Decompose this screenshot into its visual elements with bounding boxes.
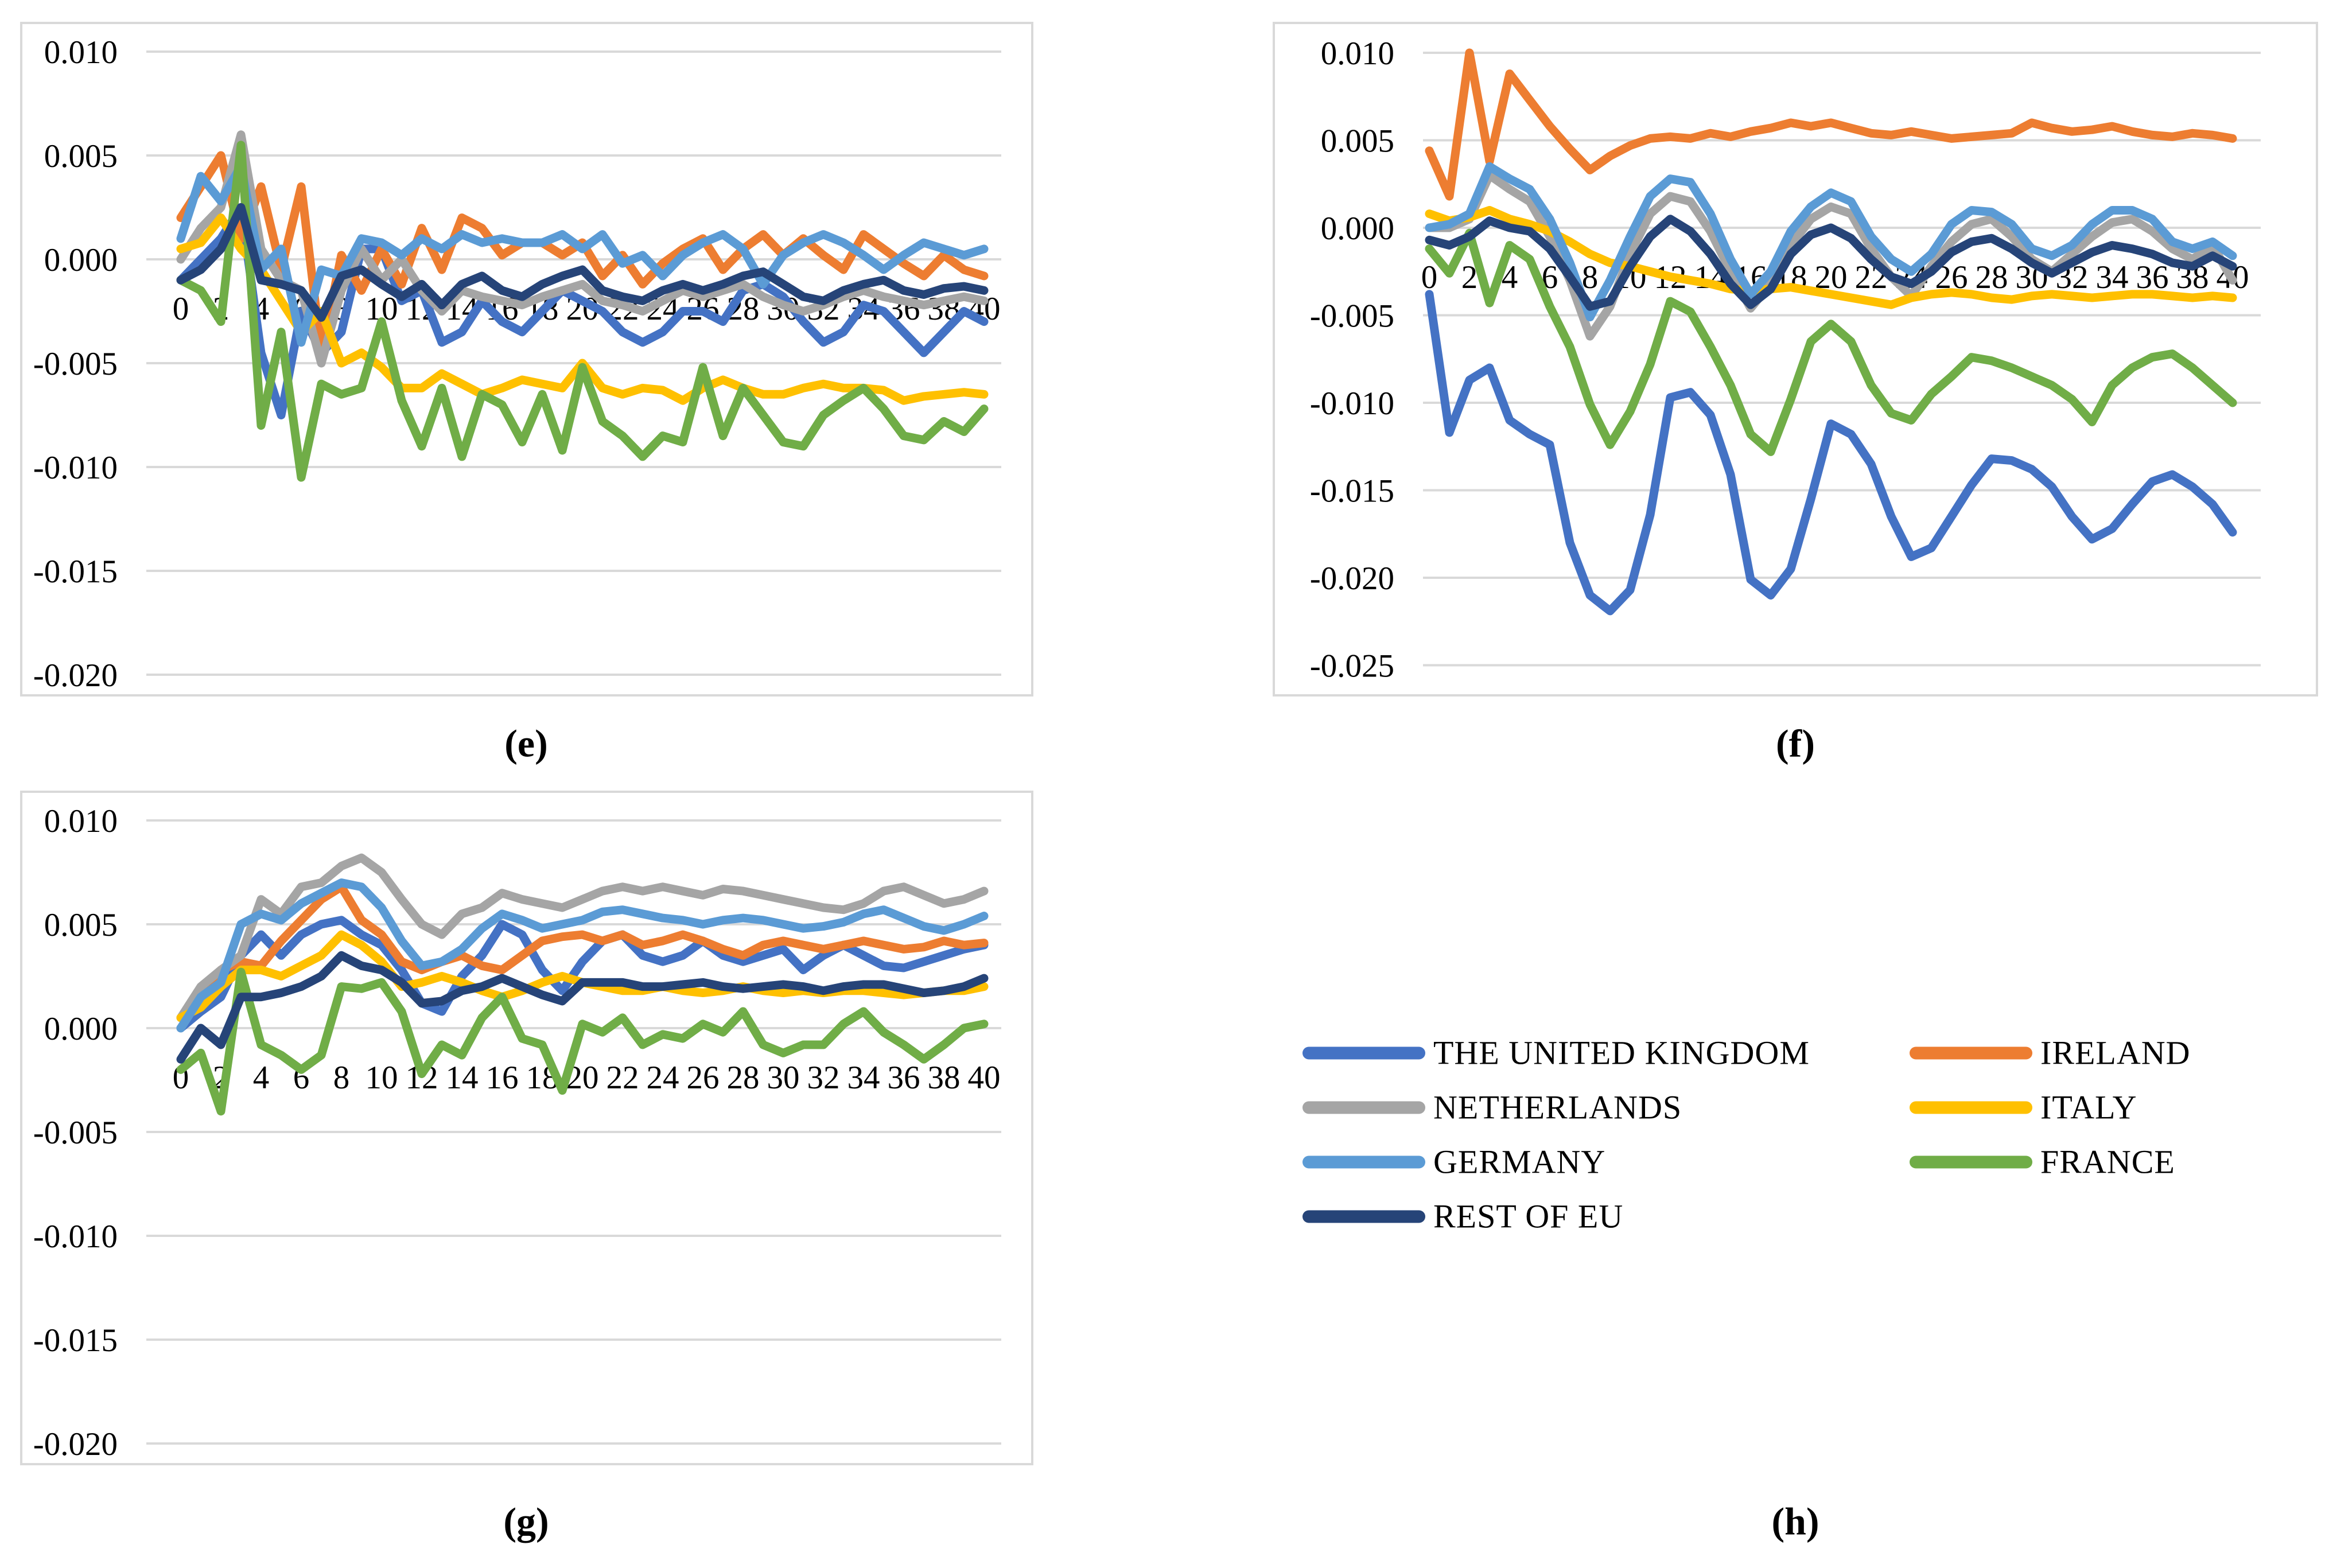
legend-swatch-icon [1302, 1101, 1425, 1114]
x-axis-tick-label: 34 [2096, 259, 2129, 295]
x-axis-tick-label: 28 [1976, 259, 2008, 295]
legend-label: IRELAND [2040, 1034, 2191, 1072]
y-axis-tick-label: -0.015 [1310, 473, 1394, 509]
series-line-rest-of-eu [176, 203, 989, 322]
chart-svg-f: 0.010 0.005 0.000 -0.005 -0.010 -0.015 -0.020 -… [1310, 36, 2261, 684]
y-axis-tick-label: 0.010 [44, 803, 118, 839]
chart-panel-e: 0.010 0.005 0.000 -0.005 -0.010 -0.015 -0.020 0… [20, 22, 1033, 697]
series-line-france [1425, 228, 2237, 456]
legend-item-germany: GERMANY [1302, 1143, 1605, 1181]
legend-item-ireland: IRELAND [1910, 1034, 2191, 1072]
series-line-ireland [1425, 48, 2237, 201]
x-axis-tick-label: 10 [366, 1060, 398, 1096]
series-line-rest-of-eu [1425, 215, 2237, 311]
legend-swatch-icon [1302, 1046, 1425, 1059]
legend-swatch-icon [1910, 1101, 2032, 1114]
x-axis-tick-label: 36 [2136, 259, 2169, 295]
caption-panel-h: (h) [1771, 1499, 1819, 1543]
legend-label: FRANCE [2040, 1143, 2175, 1181]
y-axis-tick-label: -0.010 [33, 450, 118, 486]
caption-panel-g: (g) [503, 1499, 549, 1543]
series-line-germany [1425, 162, 2237, 322]
y-axis-tick-label: -0.010 [1310, 386, 1394, 422]
y-axis-tick-label: -0.020 [33, 1426, 118, 1462]
series-line-the-united-kingdom [176, 916, 989, 1033]
series-line-netherlands [176, 130, 989, 368]
series-line-france [176, 967, 989, 1116]
legend-swatch-icon [1910, 1046, 2032, 1059]
x-axis-tick-label: 8 [333, 1060, 350, 1096]
legend-label: THE UNITED KINGDOM [1433, 1034, 1810, 1072]
x-axis-tick-label: 8 [1582, 259, 1599, 295]
y-axis-tick-label: 0.010 [44, 34, 118, 71]
y-axis-tick-label: -0.005 [1310, 298, 1394, 334]
y-axis-tick-label: -0.005 [33, 1115, 118, 1151]
y-axis-tick-label: -0.020 [1310, 561, 1394, 597]
y-axis-tick-label: 0.005 [44, 138, 118, 174]
x-axis-tick-label: 38 [928, 1060, 961, 1096]
y-axis-tick-label: 0.000 [44, 242, 118, 278]
series-line-rest-of-eu [176, 951, 989, 1064]
legend-item-rest-of-eu: REST OF EU [1302, 1197, 1623, 1236]
x-axis-tick-label: 24 [647, 1060, 679, 1096]
legend-swatch-icon [1302, 1155, 1425, 1168]
y-axis-tick-label: -0.005 [33, 346, 118, 382]
caption-panel-e: (e) [504, 721, 548, 765]
y-axis-tick-label: -0.020 [33, 657, 118, 694]
y-axis-tick-label: -0.010 [33, 1219, 118, 1255]
legend-swatch-icon [1910, 1155, 2032, 1168]
series-line-ireland [176, 882, 989, 1022]
legend-item-italy: ITALY [1910, 1088, 2137, 1127]
series-line-netherlands [176, 853, 989, 1022]
legend-label: GERMANY [1433, 1143, 1606, 1181]
x-axis-tick-label: 4 [253, 1060, 270, 1096]
legend-label: ITALY [2040, 1088, 2137, 1126]
series-line-italy [176, 930, 989, 1022]
series-line-the-united-kingdom [1425, 290, 2237, 616]
legend-item-netherlands: NETHERLANDS [1302, 1088, 1682, 1127]
x-axis-tick-label: 16 [486, 1060, 519, 1096]
y-axis-tick-label: 0.000 [1321, 211, 1394, 247]
x-axis-tick-label: 14 [446, 1060, 479, 1096]
legend-label: REST OF EU [1433, 1197, 1624, 1235]
y-axis-tick-label: 0.000 [44, 1011, 118, 1047]
chart-svg-g: 0.0100.0050.000-0.005-0.010-0.015-0.0200… [33, 803, 1001, 1462]
x-axis-tick-label: 0 [173, 291, 189, 327]
series-line-france [176, 141, 989, 482]
y-axis-tick-label: 0.005 [44, 907, 118, 943]
y-axis-tick-label: -0.015 [33, 554, 118, 590]
legend-swatch-icon [1302, 1210, 1425, 1223]
series-line-germany [176, 161, 989, 347]
series-line-germany [176, 878, 989, 1033]
chart-panel-g: 0.010 0.005 0.000 -0.005 -0.010 -0.015 -0.020 0… [20, 791, 1033, 1465]
y-axis-tick-label: -0.025 [1310, 648, 1394, 684]
legend-label: NETHERLANDS [1433, 1088, 1682, 1126]
chart-svg-e: 0.010 0.005 0.000 -0.005 -0.010 -0.015 -0.020 0… [33, 34, 1001, 694]
x-axis-tick-label: 34 [847, 1060, 880, 1096]
caption-panel-f: (f) [1776, 721, 1815, 765]
y-axis-tick-label: 0.005 [1321, 123, 1394, 159]
x-axis-tick-label: 40 [968, 1060, 1001, 1096]
x-axis-tick-label: 30 [767, 1060, 800, 1096]
x-axis-tick-label: 0 [1421, 259, 1438, 295]
legend-item-france: FRANCE [1910, 1143, 2175, 1181]
x-axis-tick-label: 28 [727, 1060, 760, 1096]
x-axis-tick-label: 32 [807, 1060, 840, 1096]
y-axis-tick-label: 0.010 [1321, 36, 1394, 72]
x-axis-tick-label: 36 [888, 1060, 920, 1096]
y-axis-tick-label: -0.015 [33, 1322, 118, 1359]
x-axis-tick-label: 22 [606, 1060, 639, 1096]
legend-item-the-united-kingdom: THE UNITED KINGDOM [1302, 1034, 1810, 1072]
chart-panel-f: 0.010 0.005 0.000 -0.005 -0.010 -0.015 -0.020 -… [1273, 22, 2318, 697]
x-axis-tick-label: 26 [687, 1060, 720, 1096]
